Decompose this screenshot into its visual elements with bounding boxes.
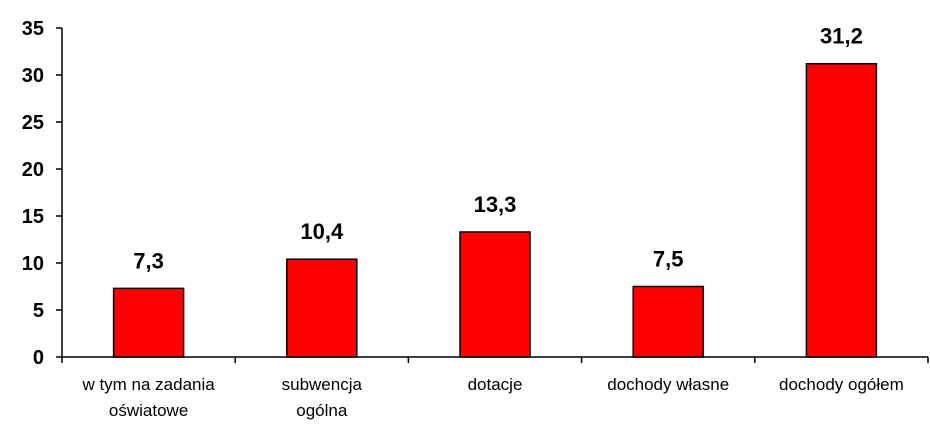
data-labels: 7,3 10,4 13,3 7,5 31,2 [133, 24, 863, 274]
x-category-label: dochody ogółem [779, 375, 904, 394]
data-label: 31,2 [820, 24, 863, 49]
y-tick-label: 35 [22, 18, 44, 40]
x-category-label: w tym na zadania oświatowe [81, 375, 215, 420]
data-label: 10,4 [300, 219, 344, 244]
bar [632, 285, 704, 358]
bar [459, 231, 531, 358]
y-tick-label: 15 [22, 206, 44, 228]
bar [805, 62, 878, 358]
y-tick-label: 10 [22, 253, 44, 275]
data-label: 7,5 [653, 247, 684, 272]
bar [286, 258, 358, 358]
bar [112, 287, 185, 358]
x-axis [61, 356, 929, 363]
bars [112, 62, 878, 358]
data-label: 7,3 [133, 248, 164, 273]
x-category-label: dotacje [468, 375, 523, 394]
x-category-label: subwencja ogólna [282, 375, 363, 420]
data-label: 13,3 [474, 192, 517, 217]
y-tick-label: 20 [22, 159, 44, 181]
category-labels: w tym na zadania oświatowe subwencja ogólna… [81, 375, 903, 420]
y-tick-label: 0 [33, 347, 44, 369]
y-tick-label: 25 [22, 112, 44, 134]
y-tick-label: 30 [22, 65, 44, 87]
y-axis: 0 5 10 15 20 25 30 35 [22, 18, 63, 369]
x-category-label: dochody własne [607, 375, 729, 394]
y-tick-label: 5 [33, 300, 44, 322]
